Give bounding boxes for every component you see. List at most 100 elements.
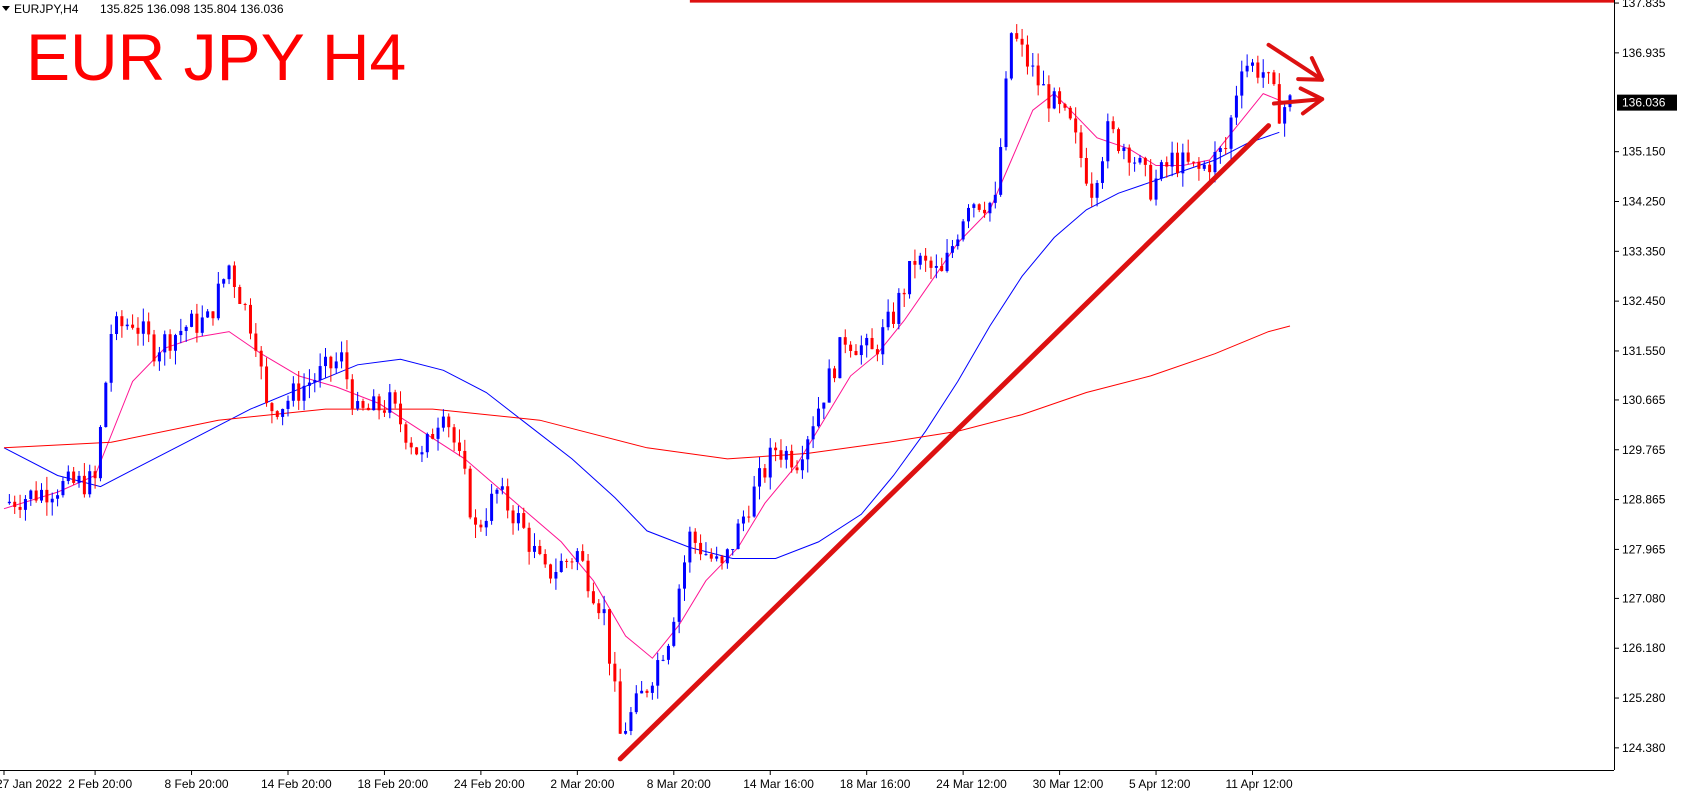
candle (1058, 87, 1062, 114)
candle (511, 505, 515, 535)
time-tick-label: 30 Mar 12:00 (1033, 777, 1104, 791)
candle (940, 257, 944, 272)
candle (1127, 144, 1131, 176)
candle (222, 278, 226, 288)
plot-area[interactable] (0, 0, 1614, 770)
candle (811, 416, 815, 449)
candle (752, 475, 756, 518)
price-tick-label: 127.080 (1622, 591, 1666, 605)
candle (779, 439, 783, 468)
candle (1047, 75, 1051, 122)
price-tick-label: 124.380 (1622, 741, 1666, 755)
current-price-label: 136.036 (1622, 96, 1666, 110)
candle (115, 311, 119, 341)
candle (1052, 87, 1056, 110)
price-tick-label: 136.935 (1622, 46, 1666, 60)
candle (388, 383, 392, 419)
candle (790, 444, 794, 473)
candle (988, 201, 992, 222)
candle (924, 248, 928, 272)
candle (945, 239, 949, 273)
candle (350, 374, 354, 416)
candle (399, 391, 403, 433)
candle (340, 341, 344, 369)
price-tick-label: 132.450 (1622, 294, 1666, 308)
candle (640, 681, 644, 694)
candle (1117, 127, 1121, 154)
candle (591, 582, 595, 605)
plot-background (0, 0, 1614, 770)
candle (238, 284, 242, 305)
candle (532, 533, 536, 559)
candle (441, 409, 445, 432)
price-tick-label: 130.665 (1622, 393, 1666, 407)
candle (854, 344, 858, 356)
arrow-up-right-icon (1271, 86, 1325, 116)
candle (179, 318, 183, 344)
candle (1031, 53, 1035, 77)
candle (1283, 103, 1287, 137)
candle (891, 302, 895, 329)
time-tick-label: 8 Feb 20:00 (165, 777, 229, 791)
price-tick-label: 133.350 (1622, 244, 1666, 258)
candle (366, 403, 370, 411)
candle (549, 563, 553, 584)
candle (656, 652, 660, 699)
candle (774, 442, 778, 462)
time-tick-label: 8 Mar 20:00 (647, 777, 711, 791)
candle (227, 264, 231, 285)
candle (98, 425, 102, 482)
candle (468, 465, 472, 520)
candle (1218, 146, 1222, 164)
candle (613, 651, 617, 692)
support-trendline (617, 123, 1272, 762)
candle (297, 371, 301, 410)
time-tick-label: 18 Mar 16:00 (840, 777, 911, 791)
menu-triangle-icon[interactable] (2, 6, 10, 11)
candle (902, 288, 906, 307)
candle (1020, 28, 1024, 57)
price-tick-label: 127.965 (1622, 542, 1666, 556)
candle (516, 505, 520, 531)
candle (1004, 71, 1008, 151)
candle (1138, 154, 1142, 165)
candle (88, 464, 92, 498)
candle (704, 542, 708, 556)
candle (420, 445, 424, 463)
candle (206, 309, 210, 318)
candle (452, 424, 456, 452)
candle (500, 477, 504, 495)
candle (543, 549, 547, 568)
candle (1015, 24, 1019, 42)
price-tick-label: 135.150 (1622, 145, 1666, 159)
candle (1084, 147, 1088, 186)
candle (1074, 107, 1078, 144)
candle (131, 314, 135, 330)
candle (961, 219, 965, 242)
candle (950, 239, 954, 259)
candle (1106, 113, 1110, 169)
price-axis[interactable]: 124.380 125.280 126.180 127.080 127.965 128.8… (1614, 0, 1677, 770)
candle (618, 668, 622, 735)
candle (1202, 160, 1206, 171)
price-tick-label: 131.550 (1622, 344, 1666, 358)
time-tick-label: 14 Feb 20:00 (261, 777, 332, 791)
time-tick-label: 2 Feb 20:00 (68, 777, 132, 791)
candle (650, 682, 654, 700)
price-tick-label: 137.835 (1622, 0, 1666, 10)
arrow-down-right-icon (1266, 42, 1325, 82)
time-tick-label: 14 Mar 16:00 (743, 777, 814, 791)
candle (318, 353, 322, 388)
candle (34, 481, 38, 503)
candle (457, 429, 461, 457)
chart-ohlc: 135.825 136.098 135.804 136.036 (100, 2, 284, 16)
candle (1224, 136, 1228, 155)
candle (377, 393, 381, 420)
candle (7, 494, 11, 505)
candle (382, 400, 386, 418)
candle (1111, 116, 1115, 134)
candle (709, 548, 713, 562)
candle (575, 548, 579, 571)
time-axis[interactable]: 27 Jan 2022 2 Feb 20:00 8 Feb 20:00 14 Feb … (0, 770, 1614, 791)
